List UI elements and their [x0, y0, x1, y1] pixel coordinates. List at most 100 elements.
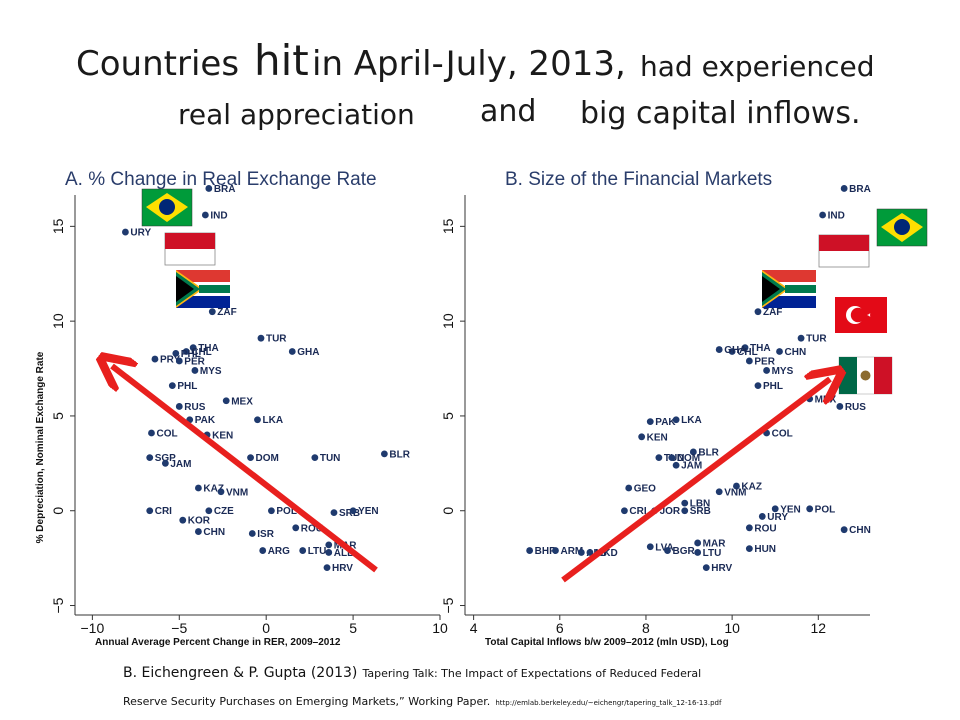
panel-title: B. Size of the Financial Markets [505, 169, 772, 190]
point-label: ALB [334, 548, 355, 559]
data-point [148, 429, 155, 437]
data-point [189, 344, 197, 352]
data-point [819, 211, 827, 219]
citation-line-2: Reserve Security Purchases on Emerging M… [123, 690, 721, 709]
brazil-flag-b [876, 208, 928, 247]
point-label: GHA [297, 347, 319, 358]
data-point [664, 547, 671, 554]
point-label: PER [184, 356, 205, 367]
point-label: JAM [170, 459, 191, 470]
data-point [771, 505, 779, 513]
south-africa-flag [176, 270, 230, 308]
panel-b: B. Size of the Financial Markets −5 0 5 10 15… [440, 169, 871, 648]
point-label: MYS [772, 366, 794, 377]
point-label: LTU [308, 546, 327, 557]
data-point [681, 507, 689, 515]
data-point [715, 488, 723, 496]
point-label: PHL [177, 381, 197, 392]
data-point [330, 509, 338, 517]
point-label: POL [276, 506, 297, 517]
x-tick-label: 4 [470, 620, 478, 636]
arrows [112, 366, 830, 583]
title-hit: hit [254, 36, 309, 85]
data-point [621, 507, 628, 515]
data-point [175, 403, 183, 410]
citation-line-1: B. Eichengreen & P. Gupta (2013) Taperin… [123, 662, 701, 681]
point-label: ROU [301, 523, 323, 534]
point-label: IND [828, 210, 845, 221]
data-point [254, 416, 261, 424]
data-point [122, 228, 129, 236]
point-label: HRV [332, 563, 353, 574]
data-point [694, 549, 702, 556]
title-date: in April-July, 2013, [312, 44, 626, 84]
data-point [222, 397, 230, 405]
y-tick-label: 5 [50, 412, 66, 420]
title-countries: Countries [76, 44, 240, 84]
data-point [672, 416, 680, 424]
point-label: DOM [677, 453, 700, 464]
indonesia-flag-b [818, 234, 870, 268]
data-point [655, 454, 663, 462]
data-point [208, 308, 216, 316]
point-label: THA [750, 343, 771, 354]
point-label: LTU [703, 548, 722, 559]
flags [141, 188, 928, 395]
data-point [175, 357, 183, 365]
point-label: IND [210, 210, 227, 221]
point-label: LKA [681, 415, 702, 426]
data-point [380, 450, 388, 458]
point-label: KAZ [203, 483, 224, 494]
y-tick-label: −5 [50, 597, 66, 613]
x-tick-label: 0 [262, 620, 270, 636]
point-label: LBN [690, 499, 711, 510]
data-point [806, 505, 814, 513]
data-point [672, 461, 680, 469]
point-label: TUR [266, 334, 287, 345]
data-point [311, 454, 319, 462]
data-point [681, 499, 689, 507]
x-tick-label: 10 [432, 620, 448, 636]
point-label: RUS [184, 402, 205, 413]
x-tick-label: −10 [81, 620, 105, 636]
point-label: LKA [263, 415, 284, 426]
point-label: LVA [655, 542, 674, 553]
citation-url[interactable]: http://emlab.berkeley.edu/~eichengr/tape… [495, 699, 722, 707]
data-point [745, 357, 753, 365]
point-label: JAM [681, 461, 702, 472]
point-label: ISR [257, 529, 274, 540]
turkey-flag [835, 297, 887, 333]
x-tick-label: 5 [349, 620, 357, 636]
mexico-flag [838, 356, 893, 395]
data-point [179, 516, 187, 524]
y-tick-label: 0 [440, 507, 456, 515]
data-point [840, 526, 848, 534]
point-label: ZAF [217, 307, 236, 318]
point-label: SRB [690, 506, 711, 517]
data-point [191, 367, 199, 374]
brazil-flag [141, 188, 193, 227]
data-point [217, 488, 225, 496]
citation-title-2: Reserve Security Purchases on Emerging M… [123, 695, 491, 708]
y-tick-label: 15 [50, 218, 66, 234]
point-label: TUR [806, 334, 827, 345]
point-label: JOR [660, 506, 681, 517]
data-point [325, 549, 333, 556]
data-point [205, 507, 213, 515]
point-label: PRY [160, 355, 181, 366]
point-label: ARG [268, 546, 290, 557]
point-label: KAZ [741, 482, 762, 493]
point-label: PHL [763, 381, 783, 392]
data-point [646, 418, 654, 426]
arrow-b [561, 379, 830, 583]
data-point [349, 507, 357, 515]
panel-title: A. % Change in Real Exchange Rate [65, 169, 377, 190]
point-label: BLR [389, 449, 410, 460]
point-label: KEN [212, 430, 233, 441]
data-point [763, 367, 770, 374]
point-label: KEN [647, 432, 668, 443]
data-point [754, 382, 762, 390]
point-label: DOM [256, 453, 279, 464]
data-point [745, 524, 753, 532]
data-point [836, 403, 844, 410]
